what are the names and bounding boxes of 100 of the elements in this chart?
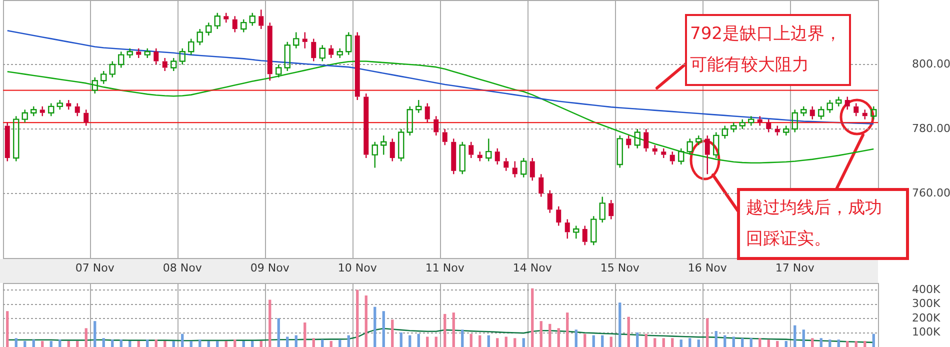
candlestick: [512, 160, 518, 178]
bar: [750, 338, 752, 347]
bar: [837, 340, 840, 347]
y-tick-label: 100K: [912, 326, 941, 339]
bar: [181, 334, 184, 347]
bar: [714, 331, 718, 347]
bar: [864, 340, 866, 347]
bar: [540, 321, 542, 347]
candlestick: [390, 138, 395, 162]
bar: [794, 325, 796, 347]
bar: [724, 335, 726, 347]
bar: [242, 340, 245, 347]
bar: [574, 330, 578, 347]
bar: [758, 338, 762, 347]
bar: [154, 340, 158, 347]
bar: [164, 340, 166, 347]
bar: [514, 338, 516, 347]
candlestick: [4, 122, 10, 162]
bar: [470, 334, 472, 347]
candlestick: [293, 32, 300, 49]
candlestick: [704, 134, 710, 175]
bar: [854, 340, 858, 347]
x-tick-label: 15 Nov: [600, 261, 640, 274]
bar: [732, 336, 735, 347]
bar: [408, 335, 412, 347]
candlestick: [311, 38, 316, 62]
bar: [767, 340, 770, 347]
bar: [496, 338, 499, 347]
bar: [14, 338, 18, 347]
bar: [872, 334, 875, 347]
bar: [382, 311, 385, 347]
candlestick: [84, 109, 89, 126]
y-tick-label: 800.00: [912, 57, 950, 70]
bar: [636, 332, 639, 347]
candlestick: [652, 144, 658, 156]
bar: [146, 340, 149, 347]
x-tick-label: 16 Nov: [688, 261, 728, 274]
candlestick: [267, 22, 272, 82]
bar: [828, 340, 832, 347]
bar: [304, 322, 306, 347]
bar: [6, 311, 9, 347]
bar: [802, 330, 805, 347]
bar: [24, 340, 26, 347]
bar: [251, 340, 254, 347]
bar: [207, 340, 210, 347]
bar: [592, 335, 595, 347]
bar: [811, 338, 814, 347]
bar: [452, 312, 455, 347]
bar: [400, 332, 402, 347]
candlestick: [564, 218, 570, 240]
bar: [680, 340, 682, 347]
bar: [434, 336, 438, 347]
x-tick-label: 07 Nov: [75, 261, 115, 274]
bar: [671, 338, 674, 347]
bar: [644, 334, 648, 347]
candlestick: [862, 109, 868, 120]
candlestick: [599, 196, 606, 224]
x-tick-label: 10 Nov: [338, 261, 378, 274]
x-tick-label: 09 Nov: [250, 261, 290, 274]
bar: [784, 340, 788, 347]
bar: [102, 338, 105, 347]
bar: [601, 335, 604, 347]
bar: [58, 340, 62, 347]
bar: [111, 340, 114, 347]
bar: [76, 340, 79, 347]
candlestick: [162, 57, 168, 72]
y-tick-label: 400K: [912, 282, 941, 296]
bar: [41, 340, 44, 347]
bar: [662, 338, 665, 347]
bar: [260, 340, 262, 347]
candlestick: [757, 116, 762, 126]
bar: [347, 335, 350, 347]
bar: [216, 340, 219, 347]
bar: [627, 316, 630, 347]
annotation: 792是缺口上边界，可能有较大阻力: [685, 14, 851, 86]
bar: [618, 302, 622, 347]
bar: [846, 340, 849, 347]
bar: [190, 340, 192, 347]
bar: [504, 336, 508, 347]
candlestick: [416, 99, 422, 114]
bar: [688, 338, 692, 347]
bar: [522, 338, 525, 347]
bar: [706, 318, 709, 347]
bar: [584, 334, 586, 347]
bar: [67, 340, 70, 347]
candlestick: [477, 150, 482, 162]
y-tick-label: 780.00: [912, 122, 950, 135]
bar: [531, 288, 534, 347]
bar: [364, 295, 368, 347]
bar: [120, 340, 122, 347]
bar: [234, 340, 236, 347]
candlestick: [434, 116, 439, 136]
bar: [487, 335, 490, 347]
candlestick: [486, 138, 492, 162]
bar: [391, 320, 394, 347]
bar: [776, 340, 779, 347]
bar: [84, 328, 88, 347]
bar: [461, 330, 464, 347]
bar: [330, 340, 332, 347]
bar: [294, 335, 298, 347]
